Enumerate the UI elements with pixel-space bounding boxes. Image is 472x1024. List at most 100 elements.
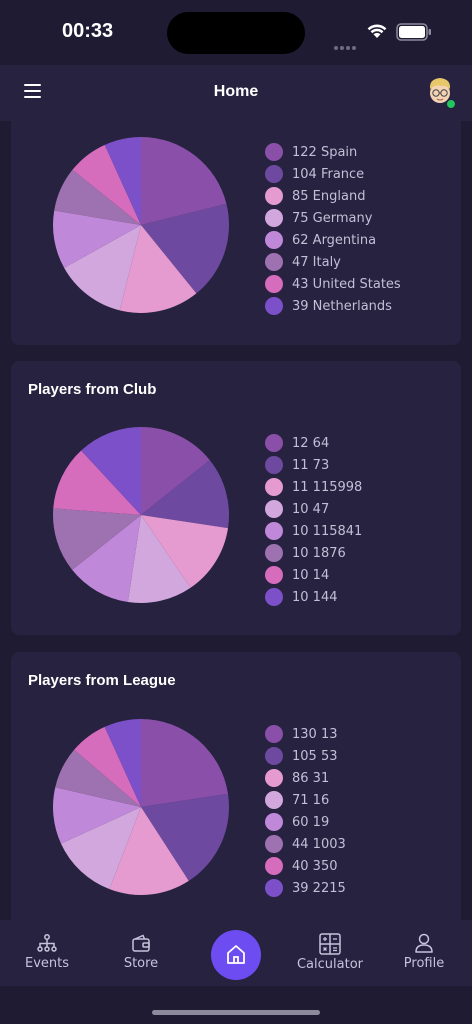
- legend-item: 105 53: [265, 745, 346, 767]
- legend-item: 75 Germany: [265, 207, 401, 229]
- pie-slice: [141, 515, 229, 588]
- dynamic-island: [167, 12, 305, 54]
- legend-item: 122 Spain: [265, 141, 401, 163]
- legend-swatch: [265, 500, 283, 518]
- country-legend: 122 Spain 104 France 85 England 75 Germany 6…: [265, 141, 401, 317]
- pie-slice: [141, 137, 227, 225]
- pie-slice: [104, 719, 141, 807]
- legend-label: 85 England: [292, 188, 366, 204]
- online-status-dot: [446, 99, 456, 109]
- nav-calculator[interactable]: Calculator: [292, 920, 368, 986]
- page-title: Home: [213, 83, 259, 100]
- club-pie-chart: [52, 427, 229, 603]
- legend-swatch: [265, 588, 283, 606]
- nav-store-label: Store: [123, 956, 159, 971]
- pie-slice: [60, 807, 141, 890]
- legend-label: 40 350: [292, 858, 338, 874]
- legend-swatch: [265, 725, 283, 743]
- org-chart-icon: [37, 934, 57, 952]
- pie-slice: [141, 460, 229, 529]
- legend-swatch: [265, 879, 283, 897]
- legend-label: 10 144: [292, 589, 338, 605]
- league-pie-chart: [53, 719, 229, 895]
- legend-label: 39 Netherlands: [292, 298, 392, 314]
- legend-swatch: [265, 231, 283, 249]
- country-chart-card: 122 Spain 104 France 85 England 75 Germany 6…: [11, 121, 461, 345]
- nav-events-label: Events: [24, 956, 69, 971]
- pie-slice: [64, 225, 141, 311]
- legend-swatch: [265, 835, 283, 853]
- legend-label: 62 Argentina: [292, 232, 377, 248]
- pie-slice: [72, 515, 141, 603]
- legend-item: 10 14: [265, 564, 362, 586]
- legend-item: 11 73: [265, 454, 362, 476]
- calculator-icon: [319, 933, 341, 955]
- nav-home-button[interactable]: [211, 930, 261, 980]
- wifi-icon: [367, 24, 387, 38]
- legend-swatch: [265, 791, 283, 809]
- legend-label: 47 Italy: [292, 254, 341, 270]
- legend-item: 12 64: [265, 432, 362, 454]
- status-bar: 00:33: [0, 0, 472, 65]
- legend-item: 43 United States: [265, 273, 401, 295]
- pie-slice: [109, 807, 189, 895]
- hamburger-menu-icon[interactable]: [24, 84, 42, 100]
- legend-item: 44 1003: [265, 833, 346, 855]
- legend-label: 122 Spain: [292, 144, 358, 160]
- legend-label: 39 2215: [292, 880, 346, 896]
- dashboard-content[interactable]: 122 Spain 104 France 85 England 75 Germany 6…: [0, 121, 472, 920]
- club-legend: 12 64 11 73 11 115998 10 47 10 115841 10 1876…: [265, 432, 362, 608]
- card-title: Players from Club: [28, 381, 157, 398]
- league-chart-card: Players from League 130 13 105 53 86 31 71 …: [11, 652, 461, 920]
- legend-label: 86 31: [292, 770, 330, 786]
- legend-swatch: [265, 187, 283, 205]
- legend-item: 130 13: [265, 723, 346, 745]
- legend-label: 10 1876: [292, 545, 346, 561]
- nav-events[interactable]: Events: [17, 920, 77, 986]
- legend-swatch: [265, 813, 283, 831]
- legend-swatch: [265, 566, 283, 584]
- legend-label: 75 Germany: [292, 210, 373, 226]
- pie-slice: [81, 427, 141, 515]
- legend-item: 10 115841: [265, 520, 362, 542]
- nav-profile[interactable]: Profile: [396, 920, 452, 986]
- bottom-navigation: Events Store Calculator: [0, 920, 472, 986]
- avatar[interactable]: [424, 75, 456, 107]
- pie-slice: [119, 225, 197, 313]
- legend-item: 10 144: [265, 586, 362, 608]
- legend-item: 11 115998: [265, 476, 362, 498]
- pie-slice: [141, 427, 210, 515]
- legend-swatch: [265, 165, 283, 183]
- legend-label: 11 115998: [292, 479, 363, 495]
- legend-swatch: [265, 522, 283, 540]
- legend-label: 60 19: [292, 814, 330, 830]
- legend-swatch: [265, 747, 283, 765]
- pie-slice: [53, 787, 142, 844]
- home-icon: [227, 945, 245, 964]
- legend-label: 10 14: [292, 567, 330, 583]
- legend-item: 86 31: [265, 767, 346, 789]
- legend-swatch: [265, 434, 283, 452]
- league-legend: 130 13 105 53 86 31 71 16 60 19 44 1003 40 350…: [265, 723, 346, 899]
- pie-slice: [53, 450, 142, 515]
- legend-label: 130 13: [292, 726, 338, 742]
- wallet-icon: [132, 934, 150, 952]
- legend-item: 60 19: [265, 811, 346, 833]
- pie-slice: [141, 203, 229, 294]
- legend-label: 71 16: [292, 792, 330, 808]
- legend-label: 10 115841: [292, 523, 363, 539]
- legend-swatch: [265, 456, 283, 474]
- nav-store[interactable]: Store: [111, 920, 171, 986]
- pie-slice: [55, 749, 142, 807]
- home-indicator-area: [0, 986, 472, 1024]
- cellular-signal-icon: [334, 35, 360, 50]
- nav-profile-label: Profile: [403, 956, 445, 971]
- legend-label: 11 73: [292, 457, 330, 473]
- legend-label: 10 47: [292, 501, 330, 517]
- legend-item: 47 Italy: [265, 251, 401, 273]
- card-title: Players from League: [28, 672, 176, 689]
- legend-swatch: [265, 857, 283, 875]
- status-time: 00:33: [62, 20, 114, 42]
- pie-slice: [74, 726, 141, 807]
- legend-item: 39 2215: [265, 877, 346, 899]
